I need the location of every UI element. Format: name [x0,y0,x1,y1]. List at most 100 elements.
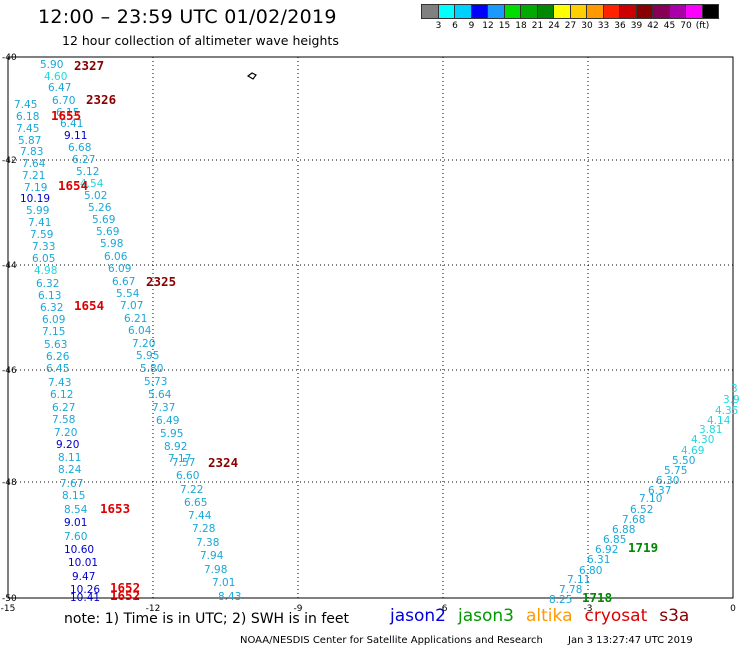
latitude-label: -40 [2,53,17,63]
wave-height-value: 7.57 [172,457,195,469]
wave-height-value: 3.9 [723,394,740,406]
wave-height-value: 6.85 [603,534,626,546]
wave-height-value: 7.78 [559,584,582,596]
wave-height-value: 10.01 [68,557,98,569]
legend-label: 45 [663,21,676,31]
wave-height-value: 6.15 [56,107,79,119]
legend-label: 15 [498,21,511,31]
map-frame [7,56,734,599]
wave-height-value: 6.47 [48,82,71,94]
wave-height-value: 4.35 [715,405,738,417]
wave-height-value: 3 [731,383,738,395]
wave-height-value: 7.11 [567,574,590,586]
wave-height-value: 7.68 [622,514,645,526]
color-legend: 3 6 9 12 15 18 21 24 27 30 33 36 39 42 45 70 (ft) [421,4,719,33]
wave-height-value: 7.21 [22,170,45,182]
wave-height-value: 5.69 [96,226,119,238]
wave-height-value: 6.80 [579,565,602,577]
pass-time-label: 1652 [110,588,140,603]
footer: NOAA/NESDIS Center for Satellite Applica… [240,635,715,646]
wave-height-value: 10.26 [70,584,100,596]
wave-height-value: 6.32 [36,278,59,290]
wave-height-value: 7.28 [192,523,215,535]
map-subtitle: 12 hour collection of altimeter wave hei… [62,33,339,48]
wave-height-value: 7.41 [28,217,51,229]
wave-height-value: 8.92 [164,441,187,453]
wave-height-value: 4.60 [44,71,67,83]
wave-height-value: 7.20 [54,427,77,439]
pass-time-label: 2325 [146,274,176,289]
legend-swatches [421,4,719,19]
wave-height-value: 6.04 [128,325,152,337]
wave-height-value: 9.11 [64,130,87,142]
latitude-label: -46 [2,366,17,376]
wave-height-value: 4.98 [34,265,57,277]
wave-height-value: 5.99 [26,205,49,217]
wave-height-value: 7.07 [120,300,143,312]
axis-tick-labels: -15 -12 -9 -6 -3 0 -40 -42 -44 -46 -48 -50 [1,53,736,614]
wave-height-value: 6.13 [38,290,61,302]
longitude-label: 0 [730,604,736,614]
wave-height-value: 5.80 [140,363,163,375]
legend-swatch [701,4,719,19]
wave-height-value: 5.73 [144,376,167,388]
pass-time-label: 2324 [208,455,238,470]
wave-height-value: 6.70 [52,95,75,107]
longitude-label: -15 [1,604,16,614]
legend-label: 18 [515,21,527,31]
wave-height-value: 6.21 [124,313,147,325]
latitude-label: -44 [2,261,17,271]
wave-height-value: 9.47 [72,571,95,583]
wave-height-value: 6.88 [612,524,635,536]
wave-height-value: 6.32 [40,302,63,314]
pass-time-label: 1652 [110,580,140,595]
wave-height-value: 7.59 [30,229,53,241]
wave-height-value: 5.02 [84,190,107,202]
wave-height-value: 5.50 [672,455,695,467]
wave-height-value: 5.98 [100,238,123,250]
wave-height-value: 7.15 [42,326,65,338]
wave-height-value: 5.69 [92,214,115,226]
wave-height-value: 7.22 [180,484,203,496]
wave-height-value: 4.14 [707,415,731,427]
satellite-altika: altika [526,606,573,626]
wave-height-value: 6.65 [184,497,207,509]
footer-timestamp: Jan 3 13:27:47 UTC 2019 [568,635,693,646]
latitude-label: -42 [2,156,17,166]
wave-height-value: 7.43 [48,377,71,389]
legend-label: 70 [680,21,692,31]
wave-height-value: 4.30 [691,434,714,446]
wave-height-value: 8.25 [549,594,572,606]
wave-height-value: 7.01 [212,577,235,589]
longitude-label: -3 [584,604,593,614]
legend-label: 6 [452,21,458,31]
legend-labels: 3 6 9 12 15 18 21 24 27 30 33 36 39 42 45 70 (ft) [421,19,718,33]
longitude-label: -6 [439,604,448,614]
wave-height-value: 8.43 [218,591,241,603]
wave-height-value: 4.54 [80,178,104,190]
legend-label: 39 [630,21,643,31]
wave-height-value: 6.67 [112,276,135,288]
wave-height-value: 6.06 [104,251,128,263]
wave-height-value: 7.17 [168,453,191,465]
pass-time-label: 1719 [628,540,658,555]
satellite-jason2: jason2 [390,606,446,626]
latitude-label: -50 [2,594,17,604]
pass-time-label: 1653 [100,501,130,516]
wave-height-value: 7.64 [22,158,46,170]
legend-label: (ft) [695,21,710,31]
wave-height-value: 7.67 [60,478,83,490]
wave-height-value: 10.41 [70,592,100,604]
wave-height-value: 10.60 [64,544,94,556]
footer-agency: NOAA/NESDIS Center for Satellite Applica… [240,635,543,646]
legend-label: 3 [435,21,442,31]
legend-label: 12 [482,21,494,31]
wave-height-value: 6.12 [50,389,73,401]
latitude-label: -48 [2,478,17,488]
wave-height-value: 7.10 [639,493,662,505]
wave-height-value: 7.83 [20,146,43,158]
wave-height-value: 7.45 [16,123,39,135]
wave-height-value: 5.63 [44,339,67,351]
pass-time-label: 1655 [51,108,81,123]
wave-height-value: 8.15 [62,490,85,502]
